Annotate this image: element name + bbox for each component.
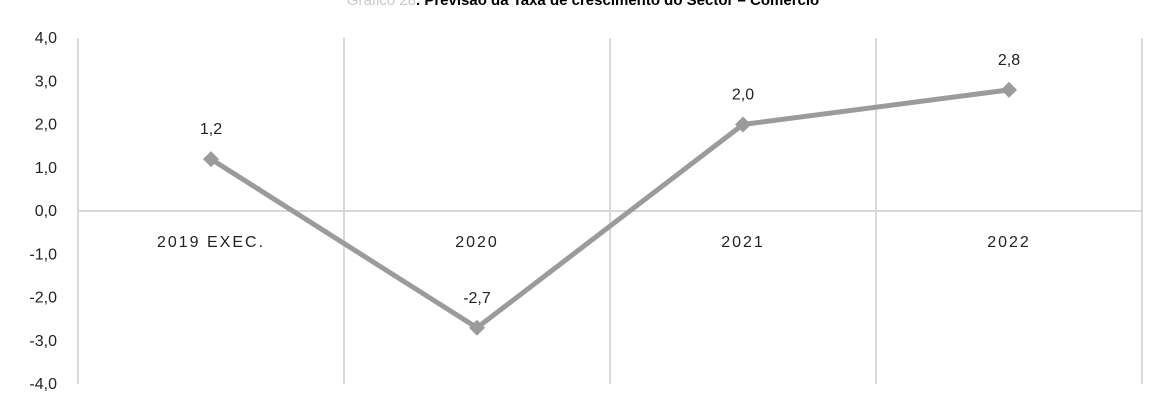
data-point-marker — [203, 151, 219, 168]
chart-title-main: . Previsão da Taxa de crescimento do Sec… — [415, 0, 820, 9]
y-axis-ticks: 4,0 3,0 2,0 1,0 0,0 -1,0 -2,0 -3,0 -4,0 — [29, 30, 57, 393]
y-tick-label: -4,0 — [29, 376, 57, 393]
y-tick-label: 0,0 — [35, 203, 57, 220]
data-labels: 1,2 -2,7 2,0 2,8 — [200, 52, 1020, 307]
x-tick-label: 2020 — [455, 234, 499, 251]
data-label: -2,7 — [463, 290, 491, 307]
chart-title-prefix: Gráfico 28 — [346, 0, 416, 9]
data-label: 1,2 — [200, 121, 222, 138]
x-tick-label: 2022 — [987, 234, 1031, 251]
series-line — [209, 87, 1010, 331]
x-tick-label: 2021 — [721, 234, 765, 251]
y-tick-label: -2,0 — [29, 290, 57, 307]
x-tick-label: 2019 EXEC. — [157, 234, 265, 251]
y-tick-label: 3,0 — [35, 73, 57, 90]
chart-title: Gráfico 28. Previsão da Taxa de crescime… — [0, 0, 1166, 11]
x-axis-ticks: 2019 EXEC. 2020 2021 2022 — [157, 234, 1031, 251]
data-label: 2,8 — [998, 52, 1020, 69]
y-tick-label: -3,0 — [29, 333, 57, 350]
y-tick-label: 2,0 — [35, 117, 57, 134]
y-tick-label: 4,0 — [35, 30, 57, 47]
y-tick-label: -1,0 — [29, 246, 57, 263]
data-point-marker — [1001, 81, 1017, 98]
data-label: 2,0 — [732, 87, 754, 104]
y-tick-label: 1,0 — [35, 160, 57, 177]
data-point-marker — [469, 319, 485, 336]
data-point-marker — [735, 116, 751, 133]
series — [203, 81, 1017, 336]
